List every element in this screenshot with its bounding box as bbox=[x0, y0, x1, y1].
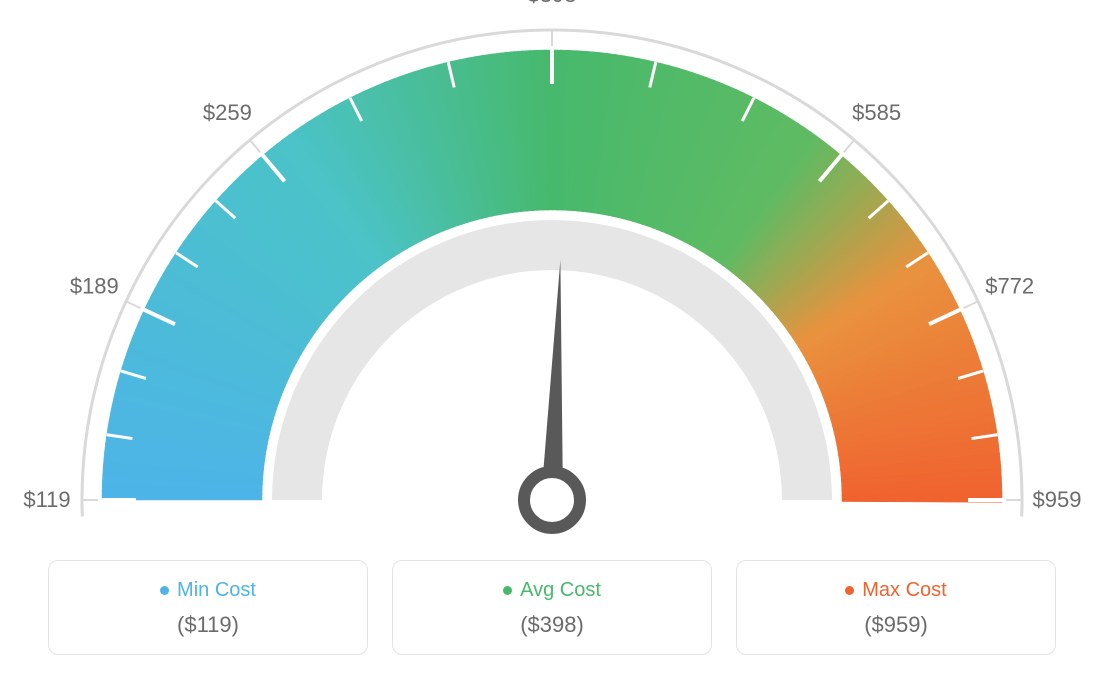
tick-label: $959 bbox=[1033, 487, 1082, 512]
tick-label: $585 bbox=[852, 100, 901, 125]
max-cost-label: Max Cost bbox=[862, 579, 946, 602]
max-cost-card: Max Cost ($959) bbox=[736, 560, 1056, 655]
dot-avg bbox=[503, 586, 512, 595]
needle bbox=[541, 260, 563, 500]
min-cost-value: ($119) bbox=[59, 612, 357, 638]
gauge-svg: $119 $189 $259 $398 $585 $772 $959 bbox=[0, 0, 1104, 560]
dot-max bbox=[845, 586, 854, 595]
tick-label: $259 bbox=[203, 100, 252, 125]
tick-label: $772 bbox=[985, 274, 1034, 299]
summary-cards: Min Cost ($119) Avg Cost ($398) Max Cost… bbox=[0, 560, 1104, 679]
max-cost-value: ($959) bbox=[747, 612, 1045, 638]
card-title-row: Avg Cost bbox=[403, 579, 701, 602]
cost-gauge: $119 $189 $259 $398 $585 $772 $959 bbox=[0, 0, 1104, 560]
tick-label: $119 bbox=[23, 487, 70, 512]
min-cost-card: Min Cost ($119) bbox=[48, 560, 368, 655]
avg-cost-label: Avg Cost bbox=[520, 579, 601, 602]
tick-label: $398 bbox=[528, 0, 577, 7]
card-title-row: Min Cost bbox=[59, 579, 357, 602]
dot-min bbox=[160, 586, 169, 595]
tick-label: $189 bbox=[70, 274, 119, 299]
needle-hub bbox=[524, 472, 580, 528]
card-title-row: Max Cost bbox=[747, 579, 1045, 602]
avg-cost-value: ($398) bbox=[403, 612, 701, 638]
min-cost-label: Min Cost bbox=[177, 579, 256, 602]
avg-cost-card: Avg Cost ($398) bbox=[392, 560, 712, 655]
